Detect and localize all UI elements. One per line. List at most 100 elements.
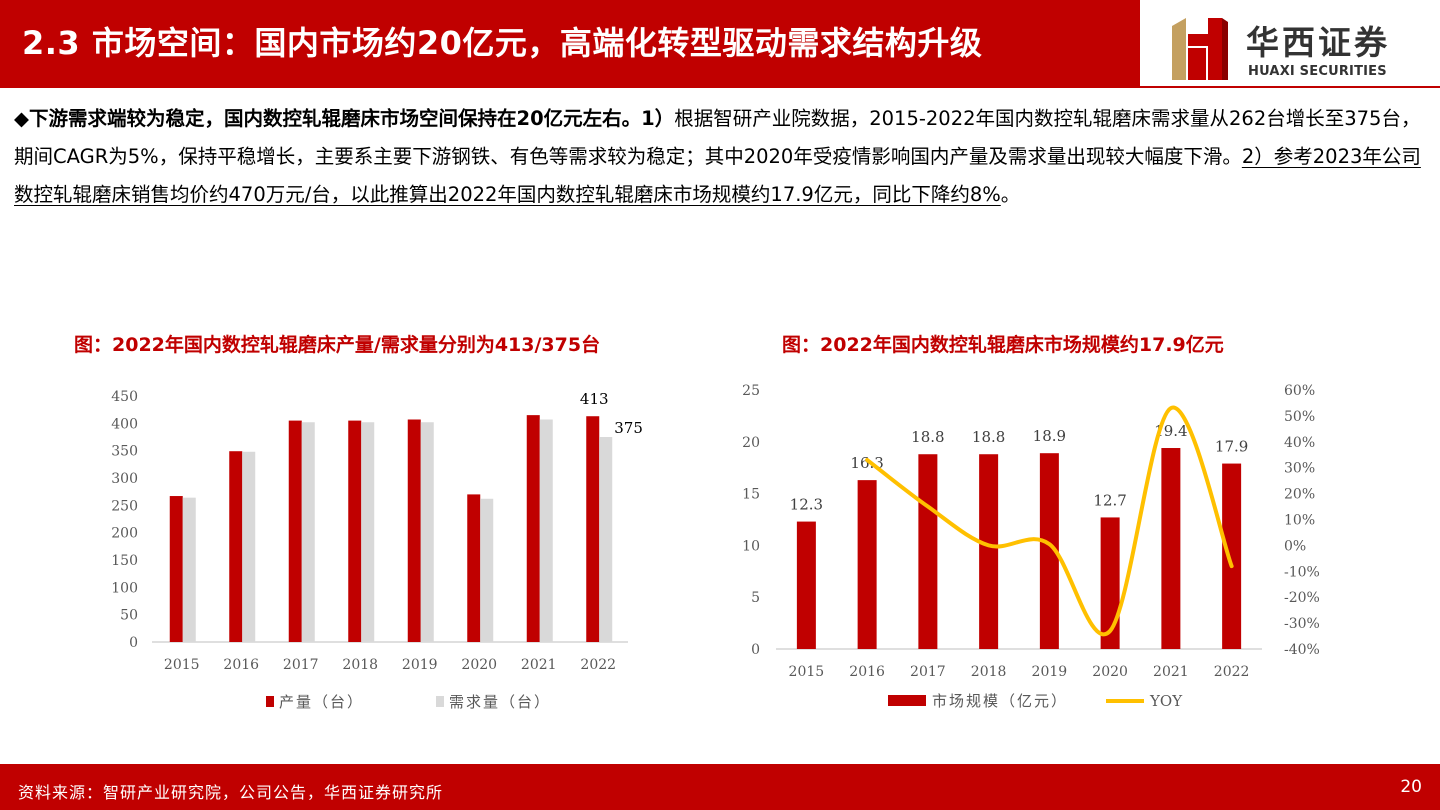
chart2-y-left-tick: 10 — [742, 538, 760, 554]
production-demand-chart: 0 50 100 150 200 250 300 350 400 450 2015 2016 2017 2… — [111, 389, 643, 711]
market-size-chart: 0 5 10 15 20 25 -40% -30% -20% -10% 0% 10% 20% 30% 40%… — [742, 383, 1320, 710]
chart2-x-tick: 2018 — [971, 664, 1007, 680]
chart1-x-tick: 2016 — [223, 657, 259, 673]
chart2-x-tick: 2016 — [849, 664, 885, 680]
chart2-y-left-tick: 20 — [742, 435, 760, 451]
chart2-x-tick: 2017 — [910, 664, 946, 680]
chart1-x-tick: 2021 — [521, 657, 557, 673]
chart2-y-right-tick: -20% — [1284, 590, 1320, 606]
title-bar: 2.3 市场空间：国内市场约20亿元，高端化转型驱动需求结构升级 — [0, 0, 1140, 86]
chart2-legend-label: 市场规模（亿元） — [932, 692, 1068, 710]
chart2-data-label: 17.9 — [1215, 438, 1248, 456]
footer-bar: 资料来源：智研产业研究院，公司公告，华西证券研究所 20 — [0, 764, 1440, 810]
chart2-y-left-tick: 25 — [742, 383, 760, 399]
point-two: 2）参考2023年公司数控轧辊磨床销售均价约470万元/台，以此推算出2022年… — [14, 145, 1421, 206]
chart2-legend-label: YOY — [1149, 692, 1183, 710]
chart1-bar-demand — [182, 497, 196, 642]
chart1-bar-production — [348, 420, 362, 642]
body-paragraph: ◆下游需求端较为稳定，国内数控轧辊磨床市场空间保持在20亿元左右。1）根据智研产… — [14, 100, 1426, 214]
chart1-x-tick: 2017 — [283, 657, 319, 673]
page-title: 2.3 市场空间：国内市场约20亿元，高端化转型驱动需求结构升级 — [22, 24, 983, 62]
chart1-x-tick: 2018 — [342, 657, 378, 673]
logo-english: HUAXI SECURITIES — [1248, 64, 1387, 79]
chart1-bar-demand — [301, 422, 315, 642]
chart2-yoy-line — [865, 405, 1234, 637]
chart2-y-right-tick: -10% — [1284, 564, 1320, 580]
chart1-bar-demand — [361, 422, 375, 642]
chart1-y-tick: 100 — [111, 580, 138, 596]
chart2-y-right-tick: 10% — [1284, 513, 1315, 529]
chart2-x-tick: 2021 — [1153, 664, 1189, 680]
chart2-y-left-tick: 15 — [742, 487, 760, 503]
chart1-x-tick: 2019 — [402, 657, 438, 673]
chart1-bar-production — [169, 496, 183, 642]
chart1-y-tick: 0 — [129, 635, 138, 651]
chart1-bar-demand — [242, 451, 256, 642]
paragraph-end: 。 — [1000, 183, 1021, 206]
chart2-x-tick: 2022 — [1214, 664, 1250, 680]
chart1-x-tick: 2022 — [580, 657, 616, 673]
chart1-y-tick: 150 — [111, 553, 138, 569]
chart2-y-right-tick: 30% — [1284, 461, 1315, 477]
chart2-bar-market-size — [796, 521, 816, 649]
bullet-icon: ◆ — [14, 107, 29, 130]
chart1-y-tick: 250 — [111, 498, 138, 514]
chart1-bar-production — [229, 451, 243, 642]
lead-sentence: 下游需求端较为稳定，国内数控轧辊磨床市场空间保持在20亿元左右。1） — [29, 107, 675, 130]
chart2-y-right-tick: -30% — [1284, 616, 1320, 632]
chart2-data-label: 12.3 — [790, 496, 823, 514]
chart2-bar-market-size — [918, 454, 938, 649]
chart1-data-label: 375 — [614, 419, 643, 437]
chart2-data-label: 12.7 — [1093, 491, 1126, 509]
chart1-bar-production — [467, 494, 481, 642]
chart2-data-label: 18.8 — [911, 428, 944, 446]
chart1-legend-label: 需求量（台） — [449, 693, 551, 711]
chart2-bar-market-size — [1100, 517, 1120, 649]
chart2-y-right-tick: 50% — [1284, 409, 1315, 425]
page-number: 20 — [1400, 777, 1422, 797]
source-note: 资料来源：智研产业研究院，公司公告，华西证券研究所 — [18, 783, 444, 802]
chart2-y-right-tick: 60% — [1284, 383, 1315, 399]
chart2-bar-market-size — [857, 480, 877, 649]
chart1-y-tick: 450 — [111, 389, 138, 405]
chart1-y-tick: 50 — [120, 608, 138, 624]
chart2-y-left-tick: 5 — [751, 590, 760, 606]
chart1-bar-demand — [599, 437, 613, 642]
chart1-y-tick: 300 — [111, 471, 138, 487]
chart2-y-left-tick: 0 — [751, 642, 760, 658]
chart1-y-tick: 400 — [111, 416, 138, 432]
company-logo: 华西证券 HUAXI SECURITIES — [1150, 0, 1440, 86]
chart2-bar-market-size — [1161, 448, 1181, 649]
chart1-title: 图：2022年国内数控轧辊磨床产量/需求量分别为413/375台 — [74, 334, 601, 356]
chart1-y-tick: 350 — [111, 444, 138, 460]
chart2-x-tick: 2015 — [789, 664, 825, 680]
chart1-legend-label: 产量（台） — [279, 693, 364, 711]
chart2-y-right-tick: 0% — [1284, 538, 1306, 554]
chart2-y-right-tick: 40% — [1284, 435, 1315, 451]
chart2-data-label: 18.9 — [1033, 427, 1066, 445]
chart2-x-tick: 2019 — [1032, 664, 1068, 680]
chart2-title: 图：2022年国内数控轧辊磨床市场规模约17.9亿元 — [782, 334, 1224, 356]
chart2-bar-market-size — [1222, 463, 1242, 649]
chart1-x-tick: 2015 — [164, 657, 200, 673]
chart2-bar-market-size — [1039, 453, 1059, 649]
chart1-legend-swatch — [266, 696, 274, 707]
point-one: 根据智研产业院数据，2015-2022年国内数控轧辊磨床需求量从262台增长至3… — [14, 107, 1421, 168]
chart1-bar-production — [586, 416, 600, 642]
chart1-bar-demand — [420, 422, 434, 642]
chart2-x-tick: 2020 — [1092, 664, 1128, 680]
chart1-y-tick: 200 — [111, 526, 138, 542]
chart1-bar-production — [407, 419, 421, 642]
chart2-data-label: 18.8 — [972, 428, 1005, 446]
chart1-bar-demand — [480, 498, 494, 642]
huaxi-logo-icon — [1172, 18, 1228, 80]
logo-chinese: 华西证券 — [1246, 23, 1390, 62]
chart1-bar-production — [526, 415, 540, 642]
title-divider — [0, 86, 1440, 88]
chart1-legend-swatch — [436, 696, 444, 707]
chart1-bar-production — [288, 420, 302, 642]
chart1-x-tick: 2020 — [461, 657, 497, 673]
chart2-y-right-tick: -40% — [1284, 642, 1320, 658]
chart1-bar-demand — [539, 419, 553, 642]
chart2-bar-market-size — [979, 454, 999, 649]
